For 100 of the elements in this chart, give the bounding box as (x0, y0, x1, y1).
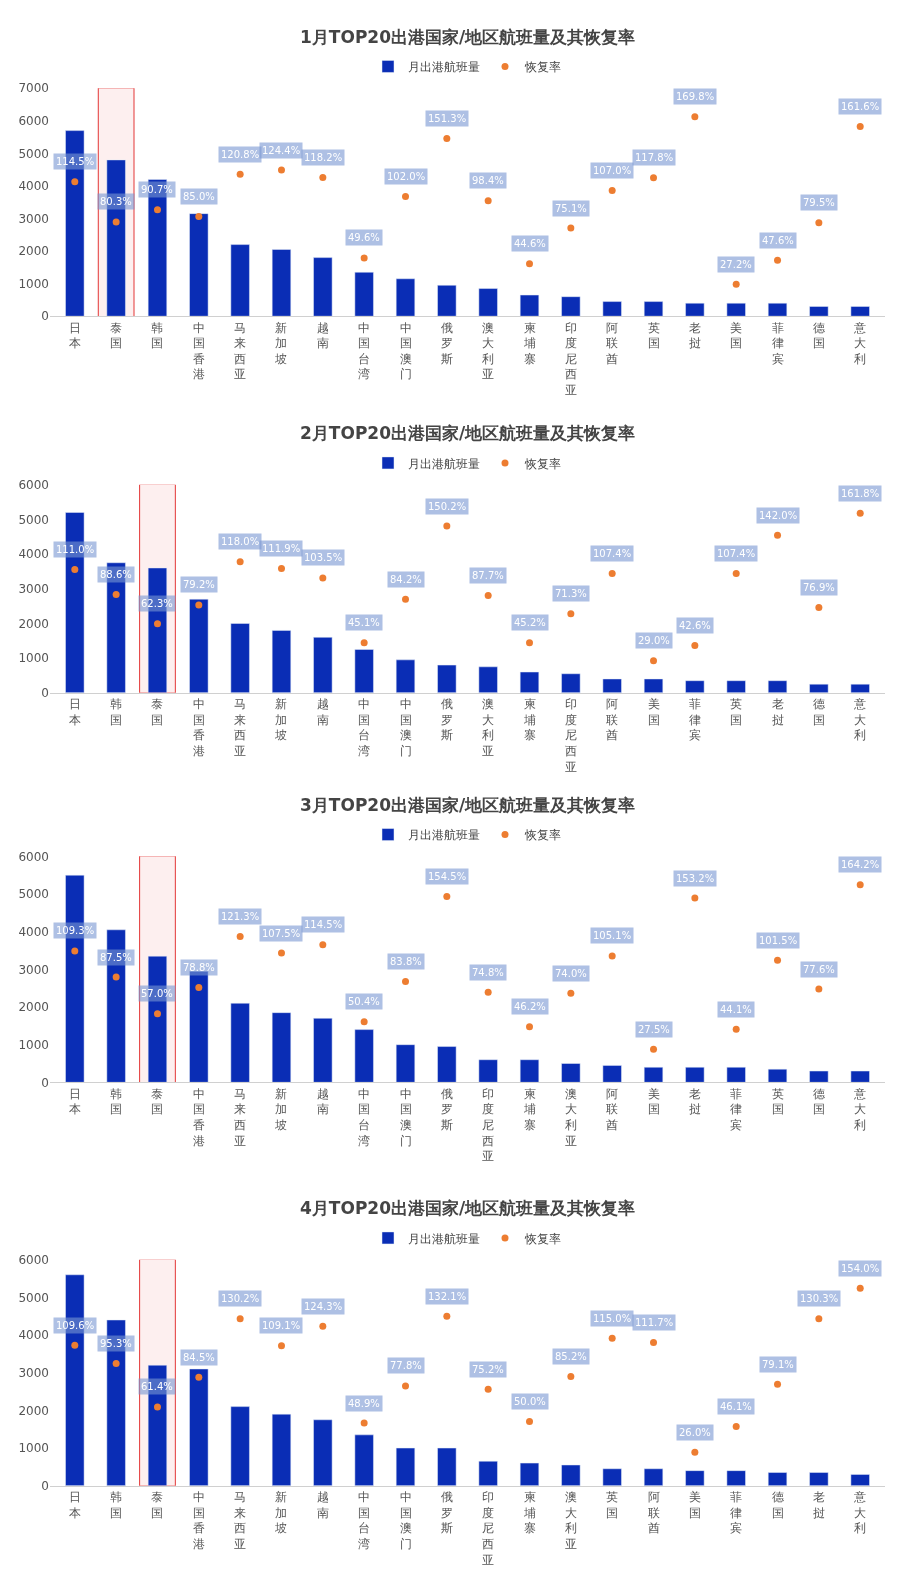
point (443, 522, 451, 530)
y-tick-label: 0 (41, 1075, 49, 1090)
x-tick-label: 马来西亚 (234, 1086, 247, 1148)
bar (850, 683, 870, 693)
bar (561, 296, 581, 317)
y-tick-label: 5000 (18, 146, 49, 161)
bar (809, 1472, 829, 1486)
point (277, 949, 285, 957)
x-tick-label: 阿联酋 (606, 697, 619, 743)
bar (809, 1070, 829, 1083)
bar (478, 288, 498, 317)
x-tick-label: 意大利 (853, 1086, 867, 1132)
x-tick-label: 越南 (316, 697, 329, 727)
point (608, 187, 616, 195)
point (774, 531, 782, 539)
point (195, 984, 203, 992)
point (732, 1423, 740, 1431)
legend-label: 恢复率 (524, 60, 561, 75)
y-tick-label: 1000 (18, 651, 49, 666)
y-tick-label: 6000 (18, 1252, 49, 1267)
point (856, 509, 864, 517)
data-label: 75.2% (472, 1364, 504, 1375)
point (153, 206, 161, 214)
bar (189, 213, 209, 317)
x-tick-label: 中国香港 (192, 320, 205, 382)
x-tick-label: 中国澳门 (399, 1490, 412, 1551)
data-label: 154.5% (428, 871, 467, 882)
bar (726, 1067, 746, 1083)
point (71, 947, 79, 955)
point (443, 893, 451, 901)
x-tick-label: 澳大利亚 (564, 1086, 577, 1148)
bar (726, 680, 746, 693)
data-label: 87.7% (472, 570, 504, 581)
bar (437, 664, 457, 693)
x-tick-label: 中国澳门 (399, 320, 412, 382)
x-tick-label: 新加坡 (274, 1490, 288, 1536)
data-label: 62.3% (141, 598, 173, 609)
y-tick-label: 6000 (18, 849, 49, 864)
data-label: 85.2% (555, 1351, 587, 1362)
bar (271, 1012, 292, 1083)
point (360, 1018, 368, 1026)
x-tick-label: 意大利 (853, 1490, 867, 1536)
x-tick-label: 新加坡 (274, 697, 288, 743)
data-label: 102.0% (387, 171, 426, 182)
bar (643, 1067, 664, 1083)
y-tick-label: 3000 (18, 581, 49, 596)
x-tick-label: 柬埔寨 (522, 697, 536, 743)
data-label: 76.9% (803, 582, 835, 593)
data-label: 49.6% (348, 232, 380, 243)
x-tick-label: 菲律宾 (730, 1490, 743, 1536)
point (774, 956, 782, 964)
data-label: 132.1% (428, 1291, 467, 1302)
bar (602, 1468, 622, 1486)
bar (643, 678, 664, 693)
x-tick-label: 美国 (647, 697, 660, 727)
point (360, 639, 368, 647)
x-tick-label: 越南 (316, 1490, 329, 1520)
y-tick-label: 4000 (18, 547, 49, 562)
point (402, 192, 409, 200)
x-tick-label: 菲律宾 (688, 697, 701, 743)
point (526, 639, 533, 647)
point (691, 1448, 699, 1456)
bar (230, 1002, 250, 1083)
bar (354, 649, 374, 693)
point (567, 989, 575, 997)
data-label: 90.7% (141, 184, 173, 195)
data-label: 95.3% (100, 1338, 132, 1349)
y-tick-label: 1000 (18, 276, 49, 291)
data-label: 46.2% (514, 1001, 546, 1012)
y-tick-label: 7000 (18, 81, 49, 96)
bar (313, 1419, 333, 1486)
data-label: 83.8% (390, 956, 422, 967)
y-tick-label: 0 (41, 686, 49, 701)
chart-title: 3月TOP20出港国家/地区航班量及其恢复率 (300, 795, 636, 815)
bar (685, 1067, 705, 1083)
data-label: 75.1% (555, 203, 587, 214)
point (856, 881, 864, 889)
point (71, 178, 79, 186)
data-label: 121.3% (221, 911, 260, 922)
y-tick-label: 0 (41, 309, 49, 324)
data-label: 61.4% (141, 1381, 173, 1392)
data-label: 46.1% (720, 1401, 752, 1412)
point (236, 1315, 244, 1323)
x-tick-label: 美国 (730, 320, 743, 351)
point (608, 1334, 616, 1342)
point (319, 941, 327, 949)
data-label: 107.4% (717, 548, 756, 559)
x-tick-label: 柬埔寨 (522, 1490, 536, 1536)
x-tick-label: 俄罗斯 (440, 1490, 453, 1536)
point (650, 1045, 658, 1053)
data-label: 107.4% (593, 548, 632, 559)
point (774, 1380, 782, 1388)
data-label: 79.2% (183, 579, 215, 590)
bar (726, 302, 746, 317)
point (484, 591, 492, 599)
x-tick-label: 中国台湾 (358, 320, 371, 382)
y-tick-label: 2000 (18, 1000, 49, 1015)
x-tick-label: 柬埔寨 (522, 320, 536, 366)
x-tick-label: 柬埔寨 (522, 1086, 536, 1132)
bar (850, 1474, 870, 1486)
